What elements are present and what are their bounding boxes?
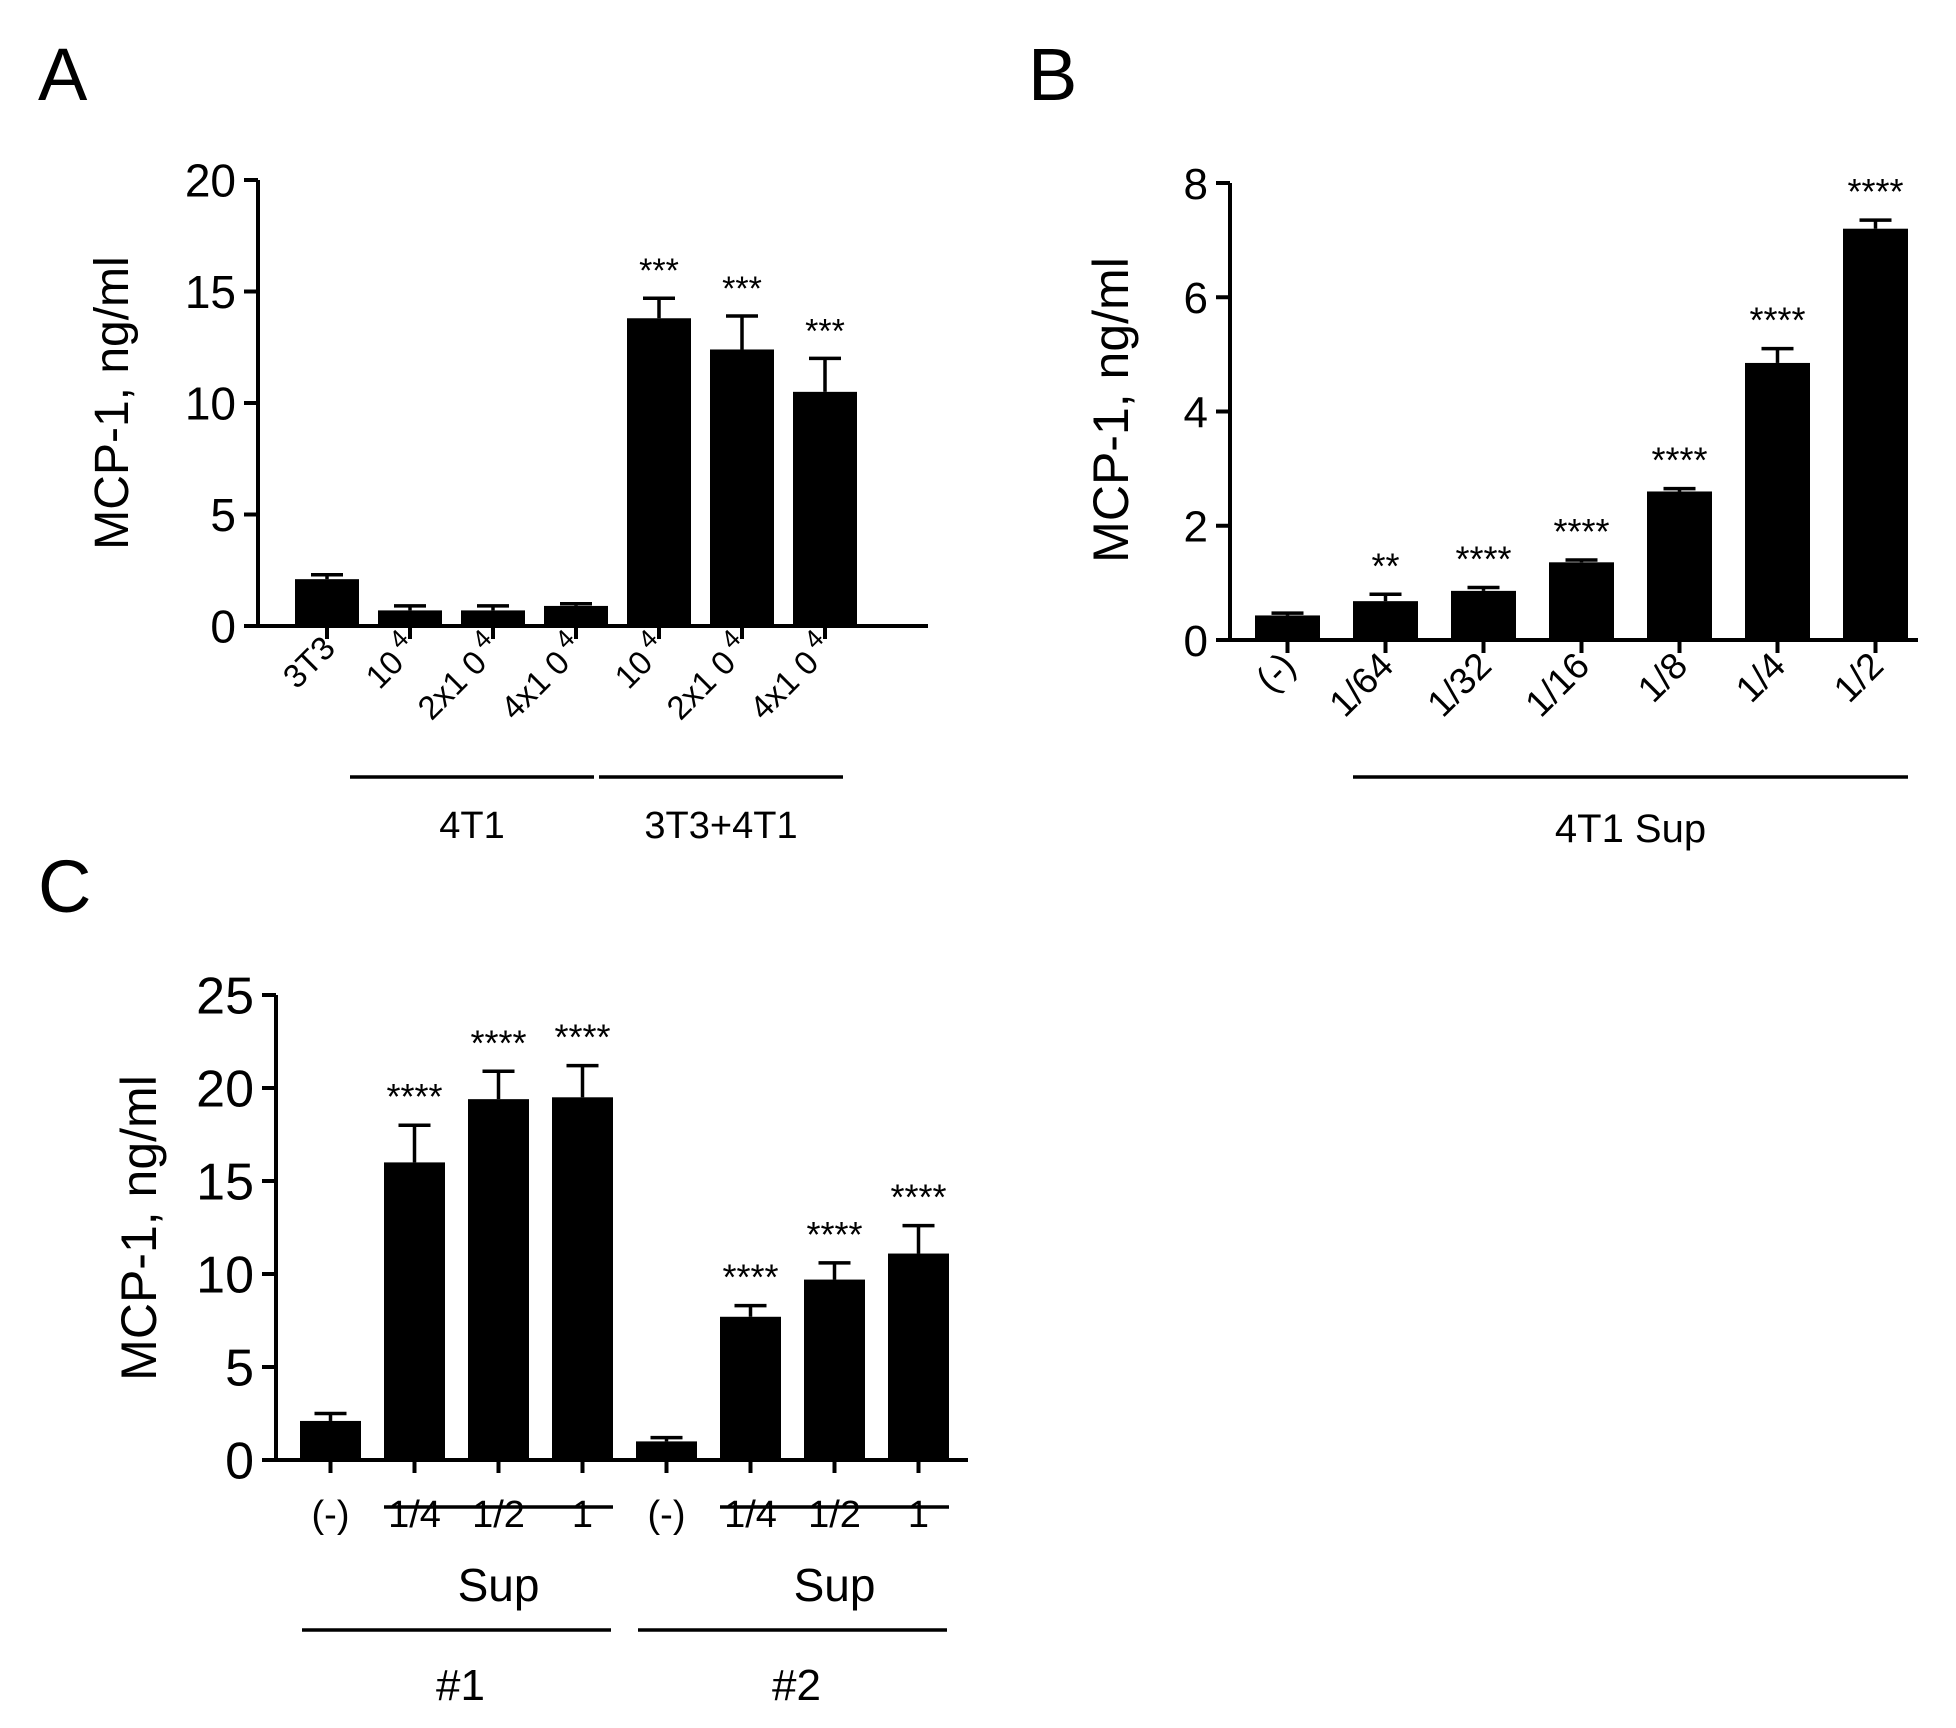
outer-group-label-c: #2 (772, 1661, 821, 1710)
bar-c (804, 1279, 865, 1460)
significance-label-b: **** (1749, 300, 1805, 341)
significance-label-b: **** (1651, 440, 1707, 481)
x-tick-label-b: 1/2 (1826, 645, 1891, 710)
y-tick-label-a: 15 (185, 266, 236, 318)
x-tick-label-b: 1/16 (1517, 645, 1597, 725)
x-tick-label-c: 1/2 (472, 1494, 525, 1536)
x-tick-label-c: (-) (648, 1494, 686, 1536)
significance-label-a: *** (722, 270, 762, 308)
significance-label-c: **** (890, 1177, 946, 1218)
bar-b (1353, 601, 1418, 640)
bar-b (1745, 362, 1810, 640)
x-tick-label-b: 1/8 (1630, 645, 1695, 710)
panel-label-b: B (1028, 33, 1077, 116)
group-label-b: 4T1 Sup (1555, 807, 1706, 851)
x-tick-label-c: 1/4 (724, 1494, 777, 1536)
y-tick-label-a: 20 (185, 155, 236, 207)
group-label-c: Sup (458, 1559, 540, 1611)
bar-c (300, 1420, 361, 1460)
bar-a (461, 610, 525, 626)
significance-label-b: **** (1553, 511, 1609, 552)
bar-b (1549, 562, 1614, 640)
significance-label-c: **** (806, 1214, 862, 1255)
bar-a (627, 318, 691, 626)
x-tick-label-c: 1 (908, 1494, 929, 1536)
x-tick-label-b: 1/4 (1728, 645, 1793, 710)
bar-b (1451, 590, 1516, 640)
y-tick-label-c: 25 (196, 968, 254, 1026)
significance-label-a: *** (805, 312, 845, 350)
y-tick-label-c: 5 (225, 1340, 254, 1398)
bar-c (636, 1441, 697, 1460)
y-axis-label-b: MCP-1, ng/ml (1083, 257, 1139, 563)
y-axis-label-a: MCP-1, ng/ml (86, 256, 139, 549)
x-tick-label-c: 1 (572, 1494, 593, 1536)
bar-c (720, 1316, 781, 1460)
significance-label-a: *** (639, 252, 679, 290)
chart-c: 0 5 10 15 20 25 MCP-1, ng/ml **** **** **** **** **… (111, 968, 968, 1710)
bar-b (1647, 491, 1712, 640)
x-tick-label-a: 104 (602, 623, 674, 695)
y-tick-label-a: 10 (185, 378, 236, 430)
significance-label-c: **** (386, 1076, 442, 1117)
significance-label-c: **** (554, 1017, 610, 1058)
y-tick-label-b: 8 (1184, 160, 1208, 209)
bar-c (888, 1253, 949, 1460)
y-tick-label-b: 4 (1184, 388, 1208, 437)
group-label-a: 4T1 (439, 805, 504, 847)
y-tick-label-b: 6 (1184, 274, 1208, 323)
panel-label-a: A (38, 33, 88, 116)
significance-label-c: **** (722, 1257, 778, 1298)
significance-label-b: **** (1847, 171, 1903, 212)
y-tick-label-b: 0 (1184, 617, 1208, 666)
significance-label-c: **** (470, 1022, 526, 1063)
x-tick-label-b: (-) (1248, 645, 1303, 700)
bar-a (793, 391, 857, 626)
group-label-c: Sup (794, 1559, 876, 1611)
x-tick-label-c: 1/2 (808, 1494, 861, 1536)
significance-label-b: ** (1371, 545, 1399, 586)
y-tick-label-c: 0 (225, 1433, 254, 1491)
bar-c (384, 1162, 445, 1460)
y-tick-label-c: 15 (196, 1154, 254, 1212)
x-tick-label-a: 104 (353, 623, 425, 695)
panel-label-c: C (38, 845, 91, 928)
x-tick-label-b: 1/64 (1321, 645, 1401, 725)
x-tick-label-a: 3T3 (276, 629, 342, 695)
y-tick-label-a: 0 (210, 601, 236, 653)
bar-b (1255, 615, 1320, 640)
y-tick-label-b: 2 (1184, 503, 1208, 552)
x-tick-label-c: (-) (312, 1494, 350, 1536)
bar-a (295, 579, 359, 626)
bar-c (468, 1099, 529, 1460)
outer-group-label-c: #1 (436, 1661, 485, 1710)
y-tick-label-c: 20 (196, 1061, 254, 1119)
bar-a (710, 349, 774, 626)
bar-a (378, 610, 442, 626)
x-tick-label-c: 1/4 (388, 1494, 441, 1536)
y-tick-label-c: 10 (196, 1247, 254, 1305)
y-tick-label-a: 5 (210, 489, 236, 541)
bar-a (544, 605, 608, 626)
group-label-a: 3T3+4T1 (644, 805, 797, 847)
bar-b (1843, 228, 1908, 640)
bar-c (552, 1097, 613, 1460)
significance-label-b: **** (1455, 538, 1511, 579)
x-tick-label-b: 1/32 (1419, 645, 1499, 725)
y-axis-label-c: MCP-1, ng/ml (111, 1075, 167, 1381)
